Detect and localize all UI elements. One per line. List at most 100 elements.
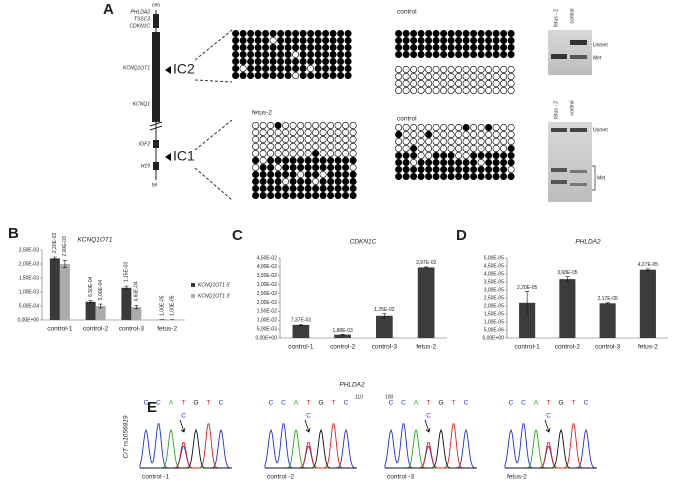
cpg-dot: [282, 136, 288, 142]
cpg-dot: [290, 185, 296, 191]
cpg-dot: [247, 44, 253, 50]
cpg-dot: [252, 157, 258, 163]
cpg-dot: [500, 159, 506, 165]
cpg-dot: [410, 159, 416, 165]
panel-label: A: [103, 1, 114, 18]
cpg-dot: [455, 166, 461, 172]
cpg-dot: [493, 145, 499, 151]
cpg-dot: [493, 66, 499, 72]
cpg-dot: [478, 173, 484, 179]
base-call: G: [438, 400, 443, 407]
cpg-dot: [252, 143, 258, 149]
bar: [334, 335, 351, 338]
cpg-dot: [277, 51, 283, 57]
gene-label: CDKN1C: [129, 23, 150, 29]
cpg-dot: [433, 37, 439, 43]
y-tick-label: 3,50E-05: [484, 279, 505, 285]
cpg-dot: [247, 72, 253, 78]
sample-label: control -1: [142, 474, 169, 481]
cpg-dot: [440, 138, 446, 144]
cpg-dot: [500, 51, 506, 57]
cpg-dot: [395, 145, 401, 151]
gel-band: [570, 55, 587, 59]
cpg-dot: [315, 30, 321, 36]
cpg-dot: [252, 136, 258, 142]
cpg-dot: [262, 65, 268, 71]
bar: [559, 279, 575, 338]
cpg-dot: [300, 44, 306, 50]
cpg-dot: [275, 157, 281, 163]
cpg-dot: [478, 131, 484, 137]
cpg-dot: [285, 72, 291, 78]
cpg-dot: [275, 122, 281, 128]
x-tick-label: control-1: [47, 326, 73, 333]
cpg-dot: [493, 73, 499, 79]
cpg-dot: [455, 66, 461, 72]
cpg-dot: [455, 138, 461, 144]
base-call: G: [558, 400, 563, 407]
cpg-dot: [240, 58, 246, 64]
cpg-dot: [330, 30, 336, 36]
cpg-dot: [500, 37, 506, 43]
cpg-dot: [305, 129, 311, 135]
cpg-dot: [463, 159, 469, 165]
cpg-dot: [342, 129, 348, 135]
value-label: 2,00E-03: [62, 236, 68, 257]
cpg-dot: [433, 80, 439, 86]
cpg-dot: [508, 145, 514, 151]
cpg-dot: [305, 164, 311, 170]
cpg-dot: [282, 164, 288, 170]
cpg-dot: [327, 192, 333, 198]
cpg-dot: [277, 30, 283, 36]
bar: [293, 325, 310, 338]
cpg-dot: [403, 138, 409, 144]
cpg-dot: [448, 30, 454, 36]
cpg-dot: [335, 122, 341, 128]
cpg-dot: [350, 185, 356, 191]
cpg-dot: [350, 129, 356, 135]
cpg-dot: [508, 30, 514, 36]
cpg-dot: [440, 73, 446, 79]
cpg-dot: [500, 166, 506, 172]
cpg-dot: [440, 80, 446, 86]
cpg-dot: [240, 30, 246, 36]
cpg-dot: [463, 87, 469, 93]
cpg-dot: [403, 159, 409, 165]
cpg-dot: [493, 30, 499, 36]
cpg-dot: [425, 159, 431, 165]
gel-band: [570, 183, 587, 186]
ic-label: IC1: [173, 148, 195, 164]
cpg-dot: [493, 138, 499, 144]
cpg-dot: [315, 72, 321, 78]
y-tick-label: 0,00E+00: [255, 335, 277, 341]
legend-swatch: [191, 294, 195, 298]
cpg-dot: [478, 145, 484, 151]
cpg-dot: [485, 80, 491, 86]
value-label: 1,00E-05: [159, 295, 165, 316]
cpg-dot: [440, 173, 446, 179]
cpg-dot: [312, 122, 318, 128]
cpg-dot: [307, 58, 313, 64]
cpg-dot: [455, 37, 461, 43]
cpg-dot: [327, 143, 333, 149]
cpg-dot: [463, 44, 469, 50]
cpg-dot: [395, 87, 401, 93]
cpg-dot: [232, 30, 238, 36]
cpg-dot: [315, 65, 321, 71]
y-tick-label: 5,00E-03: [257, 326, 278, 332]
cpg-dot: [425, 87, 431, 93]
grid-label: control: [397, 9, 417, 16]
cpg-dot: [290, 164, 296, 170]
cpg-dot: [240, 37, 246, 43]
cpg-dot: [410, 152, 416, 158]
y-tick-label: 2,00E-03: [19, 261, 40, 267]
cpg-dot: [275, 171, 281, 177]
cpg-dot: [410, 166, 416, 172]
cpg-dot: [410, 73, 416, 79]
cpg-dot: [478, 166, 484, 172]
base-call: A: [169, 400, 174, 407]
cpg-dot: [335, 185, 341, 191]
gel-band: [551, 180, 567, 184]
cpg-dot: [247, 65, 253, 71]
cpg-dot: [277, 65, 283, 71]
